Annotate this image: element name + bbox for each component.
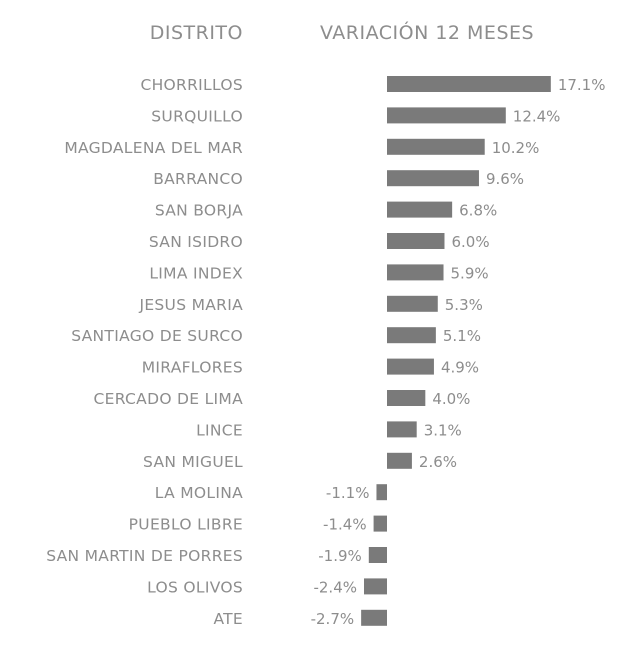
bar (387, 76, 551, 92)
value-label: 4.9% (441, 359, 479, 377)
value-label: 6.8% (459, 202, 497, 220)
value-label: 5.1% (443, 327, 481, 345)
value-label: -1.9% (318, 547, 362, 565)
category-label: JESUS MARIA (138, 296, 243, 314)
bar (387, 390, 426, 406)
category-label: SAN ISIDRO (149, 233, 243, 251)
category-label: LA MOLINA (155, 484, 243, 502)
bar (387, 327, 436, 344)
category-label: LOS OLIVOS (147, 578, 243, 596)
value-label: 10.2% (492, 139, 540, 157)
bar (387, 295, 438, 312)
value-label: 5.3% (445, 296, 483, 314)
chart-rows: CHORRILLOS 17.1% SURQUILLO 12.4% MAGDALENA D… (46, 76, 605, 628)
bar (376, 484, 387, 501)
category-label: MIRAFLORES (142, 359, 243, 377)
value-label: -2.7% (311, 610, 355, 628)
category-label: LINCE (196, 421, 243, 439)
category-label: CERCADO DE LIMA (94, 390, 244, 408)
category-label: BARRANCO (153, 170, 243, 188)
bar (361, 609, 387, 626)
bar (368, 547, 387, 563)
bar (387, 264, 444, 281)
category-label: CHORRILLOS (140, 76, 243, 94)
category-label: LIMA INDEX (149, 264, 243, 282)
category-label: SURQUILLO (151, 107, 243, 125)
bar (387, 233, 445, 249)
value-label: 6.0% (451, 233, 489, 251)
bar (387, 452, 412, 469)
column-header-district: DISTRITO (150, 22, 243, 44)
value-label: 9.6% (486, 170, 524, 188)
bar (364, 578, 387, 595)
category-label: PUEBLO LIBRE (129, 516, 243, 534)
bar (387, 170, 479, 187)
bar (387, 421, 417, 438)
category-label: ATE (213, 610, 243, 628)
value-label: -1.1% (326, 484, 370, 502)
category-label: SAN BORJA (155, 202, 243, 220)
category-label: SAN MARTIN DE PORRES (46, 547, 243, 565)
bar (373, 515, 387, 532)
bar (387, 201, 453, 218)
category-label: SAN MIGUEL (143, 453, 243, 471)
value-label: 2.6% (419, 453, 457, 471)
bar (387, 138, 485, 155)
bar (387, 107, 506, 124)
category-label: MAGDALENA DEL MAR (64, 139, 243, 157)
bar (387, 358, 434, 375)
category-label: SANTIAGO DE SURCO (71, 327, 243, 345)
column-header-variation: VARIACIÓN 12 MESES (320, 20, 534, 44)
value-label: 5.9% (451, 264, 489, 282)
value-label: 4.0% (432, 390, 470, 408)
value-label: -2.4% (313, 578, 357, 596)
value-label: -1.4% (323, 516, 367, 534)
value-label: 17.1% (558, 76, 606, 94)
value-label: 3.1% (424, 421, 462, 439)
value-label: 12.4% (513, 107, 561, 125)
